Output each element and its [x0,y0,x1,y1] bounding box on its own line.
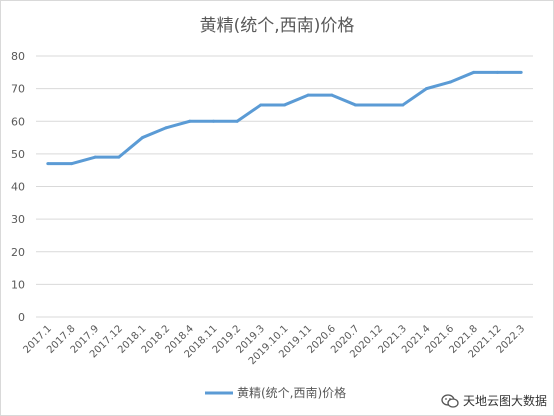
legend: 黄精(统个,西南)价格 [205,385,346,400]
data-point [93,155,97,159]
watermark: 天地云图大数据 [441,392,547,409]
data-point [401,103,405,107]
data-point [283,103,286,107]
series-lines [46,70,523,166]
data-point [188,119,192,123]
watermark-text: 天地云图大数据 [462,394,547,408]
wechat-icon [441,393,459,408]
y-tick-label: 20 [11,246,25,259]
data-point [354,103,357,107]
data-point [377,103,381,107]
y-tick-label: 50 [11,148,25,161]
data-point [117,155,121,159]
data-point [235,119,239,123]
data-point [70,162,73,166]
y-tick-label: 60 [11,115,25,128]
data-point [472,70,476,74]
data-point [46,162,50,166]
data-point [164,126,168,130]
gridlines [36,55,533,318]
data-point [212,119,215,123]
y-tick-label: 40 [11,181,25,194]
x-axis-ticks: 2017.12017.82017.92017.122018.12018.2201… [21,323,527,367]
data-point [306,93,310,97]
data-point [496,70,499,74]
data-point [330,93,334,97]
data-point [141,136,144,140]
y-tick-label: 10 [11,278,25,291]
data-point [519,70,523,74]
data-point [448,80,452,84]
y-tick-label: 70 [11,83,25,96]
chart-title: 黄精(统个,西南)价格 [200,16,355,36]
series-line [47,70,522,166]
legend-label: 黄精(统个,西南)价格 [237,385,346,400]
y-tick-label: 30 [11,213,25,226]
y-tick-label: 80 [11,50,25,63]
data-point [425,87,428,91]
y-axis-ticks: 0 10 20 30 40 50 60 70 80 [11,50,25,324]
y-tick-label: 0 [18,311,25,324]
data-point [259,103,263,107]
